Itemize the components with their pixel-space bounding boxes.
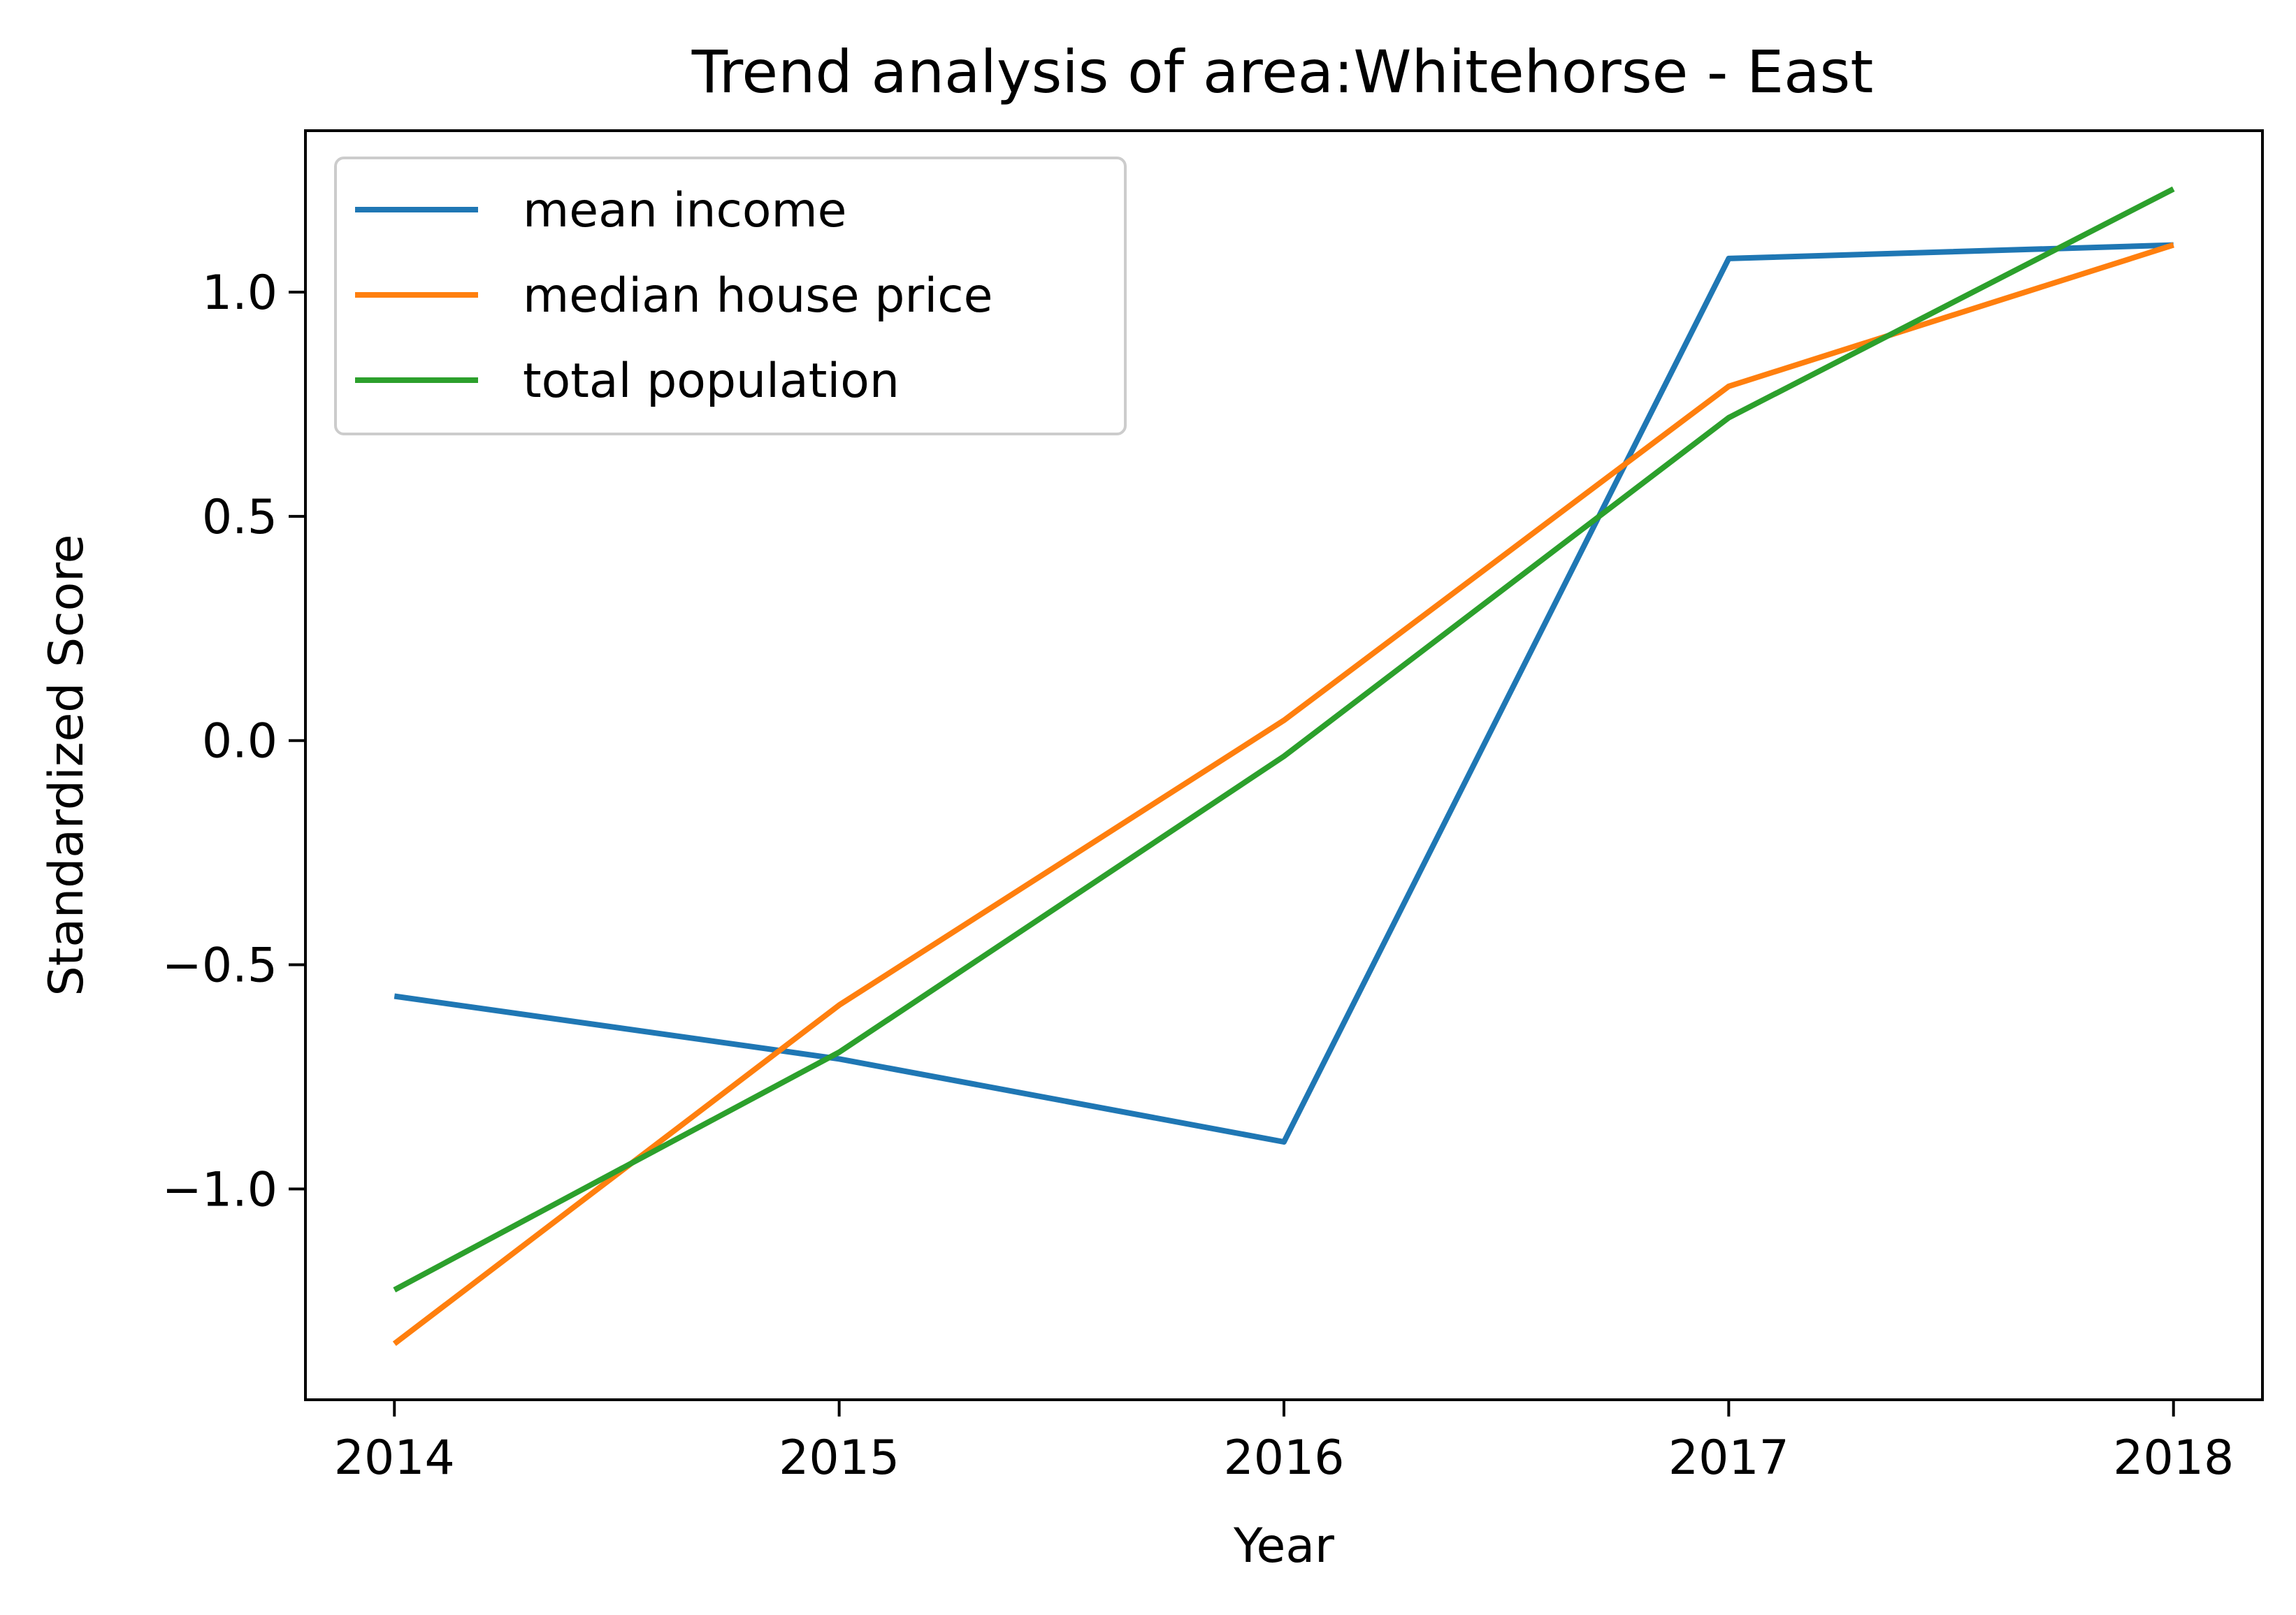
x-tick-label: 2015 [779,1431,900,1486]
series-line-total-population [393,186,2175,1293]
legend: mean income median house price total popul… [334,157,1127,435]
y-tick-label: −0.5 [162,939,277,994]
series-layer [392,186,2175,1346]
legend-label: median house price [523,268,992,324]
x-tick-label: 2016 [1223,1431,1344,1486]
y-tick-label: 0.5 [202,490,277,545]
x-axis: 2014 2015 2016 2017 2018 [334,1400,2234,1486]
legend-frame [334,157,1127,435]
x-axis-label: Year [1233,1519,1334,1574]
y-tick-label: 1.0 [202,266,277,321]
x-tick-label: 2014 [334,1431,455,1486]
y-tick-label: −1.0 [162,1162,277,1217]
chart-title: Trend analysis of area:Whitehorse - East [691,38,1874,106]
legend-label: mean income [523,183,847,238]
y-axis: 1.0 0.5 0.0 −0.5 −1.0 [162,266,305,1217]
series-line-mean-income [394,242,2174,1145]
y-axis-label: Standardized Score [39,534,94,996]
legend-label: total population [523,354,900,409]
x-tick-label: 2017 [1668,1431,1789,1486]
x-tick-label: 2018 [2113,1431,2234,1486]
y-tick-label: 0.0 [202,714,277,769]
